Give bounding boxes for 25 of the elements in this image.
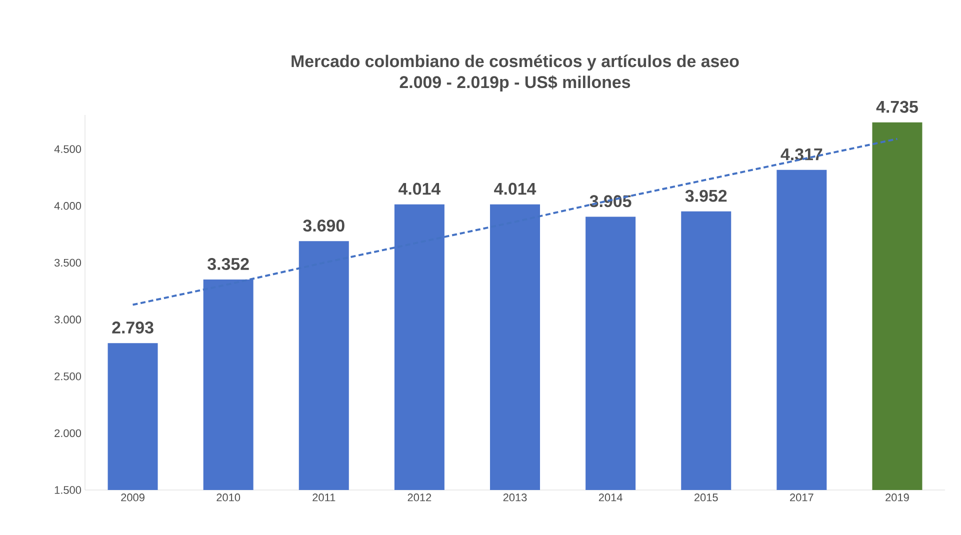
data-label: 4.317 <box>780 148 822 160</box>
y-tick-label: 3.000 <box>54 316 82 324</box>
x-tick-label: 2017 <box>790 494 814 502</box>
x-tick-label: 2013 <box>503 494 527 502</box>
x-tick-label: 2012 <box>408 494 432 502</box>
data-label: 3.952 <box>685 190 727 202</box>
data-label: 2.793 <box>112 322 154 334</box>
chart-title: Mercado colombiano de cosméticos y artículos de aseo 2.009 - 2.019p - US$ millones <box>292 54 739 92</box>
data-label: 4.014 <box>494 182 536 195</box>
x-tick-label: 2014 <box>598 494 622 502</box>
x-tick-label: 2015 <box>694 494 718 502</box>
x-tick-label: 2011 <box>312 494 336 502</box>
y-tick-label: 4.500 <box>54 145 82 153</box>
y-tick-label: 2.000 <box>54 429 82 438</box>
x-tick-label: 2019 <box>886 494 909 502</box>
data-label: 3.690 <box>303 220 344 232</box>
y-tick-label: 3.500 <box>54 258 82 267</box>
x-tick-label: 2010 <box>216 494 240 502</box>
y-tick-label: 4.000 <box>54 202 82 210</box>
data-label: 4.735 <box>876 100 918 113</box>
data-label: 3.352 <box>208 258 249 270</box>
y-tick-label: 2.500 <box>54 372 82 380</box>
data-label: 4.014 <box>398 182 441 195</box>
x-tick-label: 2009 <box>121 494 144 502</box>
y-tick-label: 1.500 <box>54 486 82 494</box>
